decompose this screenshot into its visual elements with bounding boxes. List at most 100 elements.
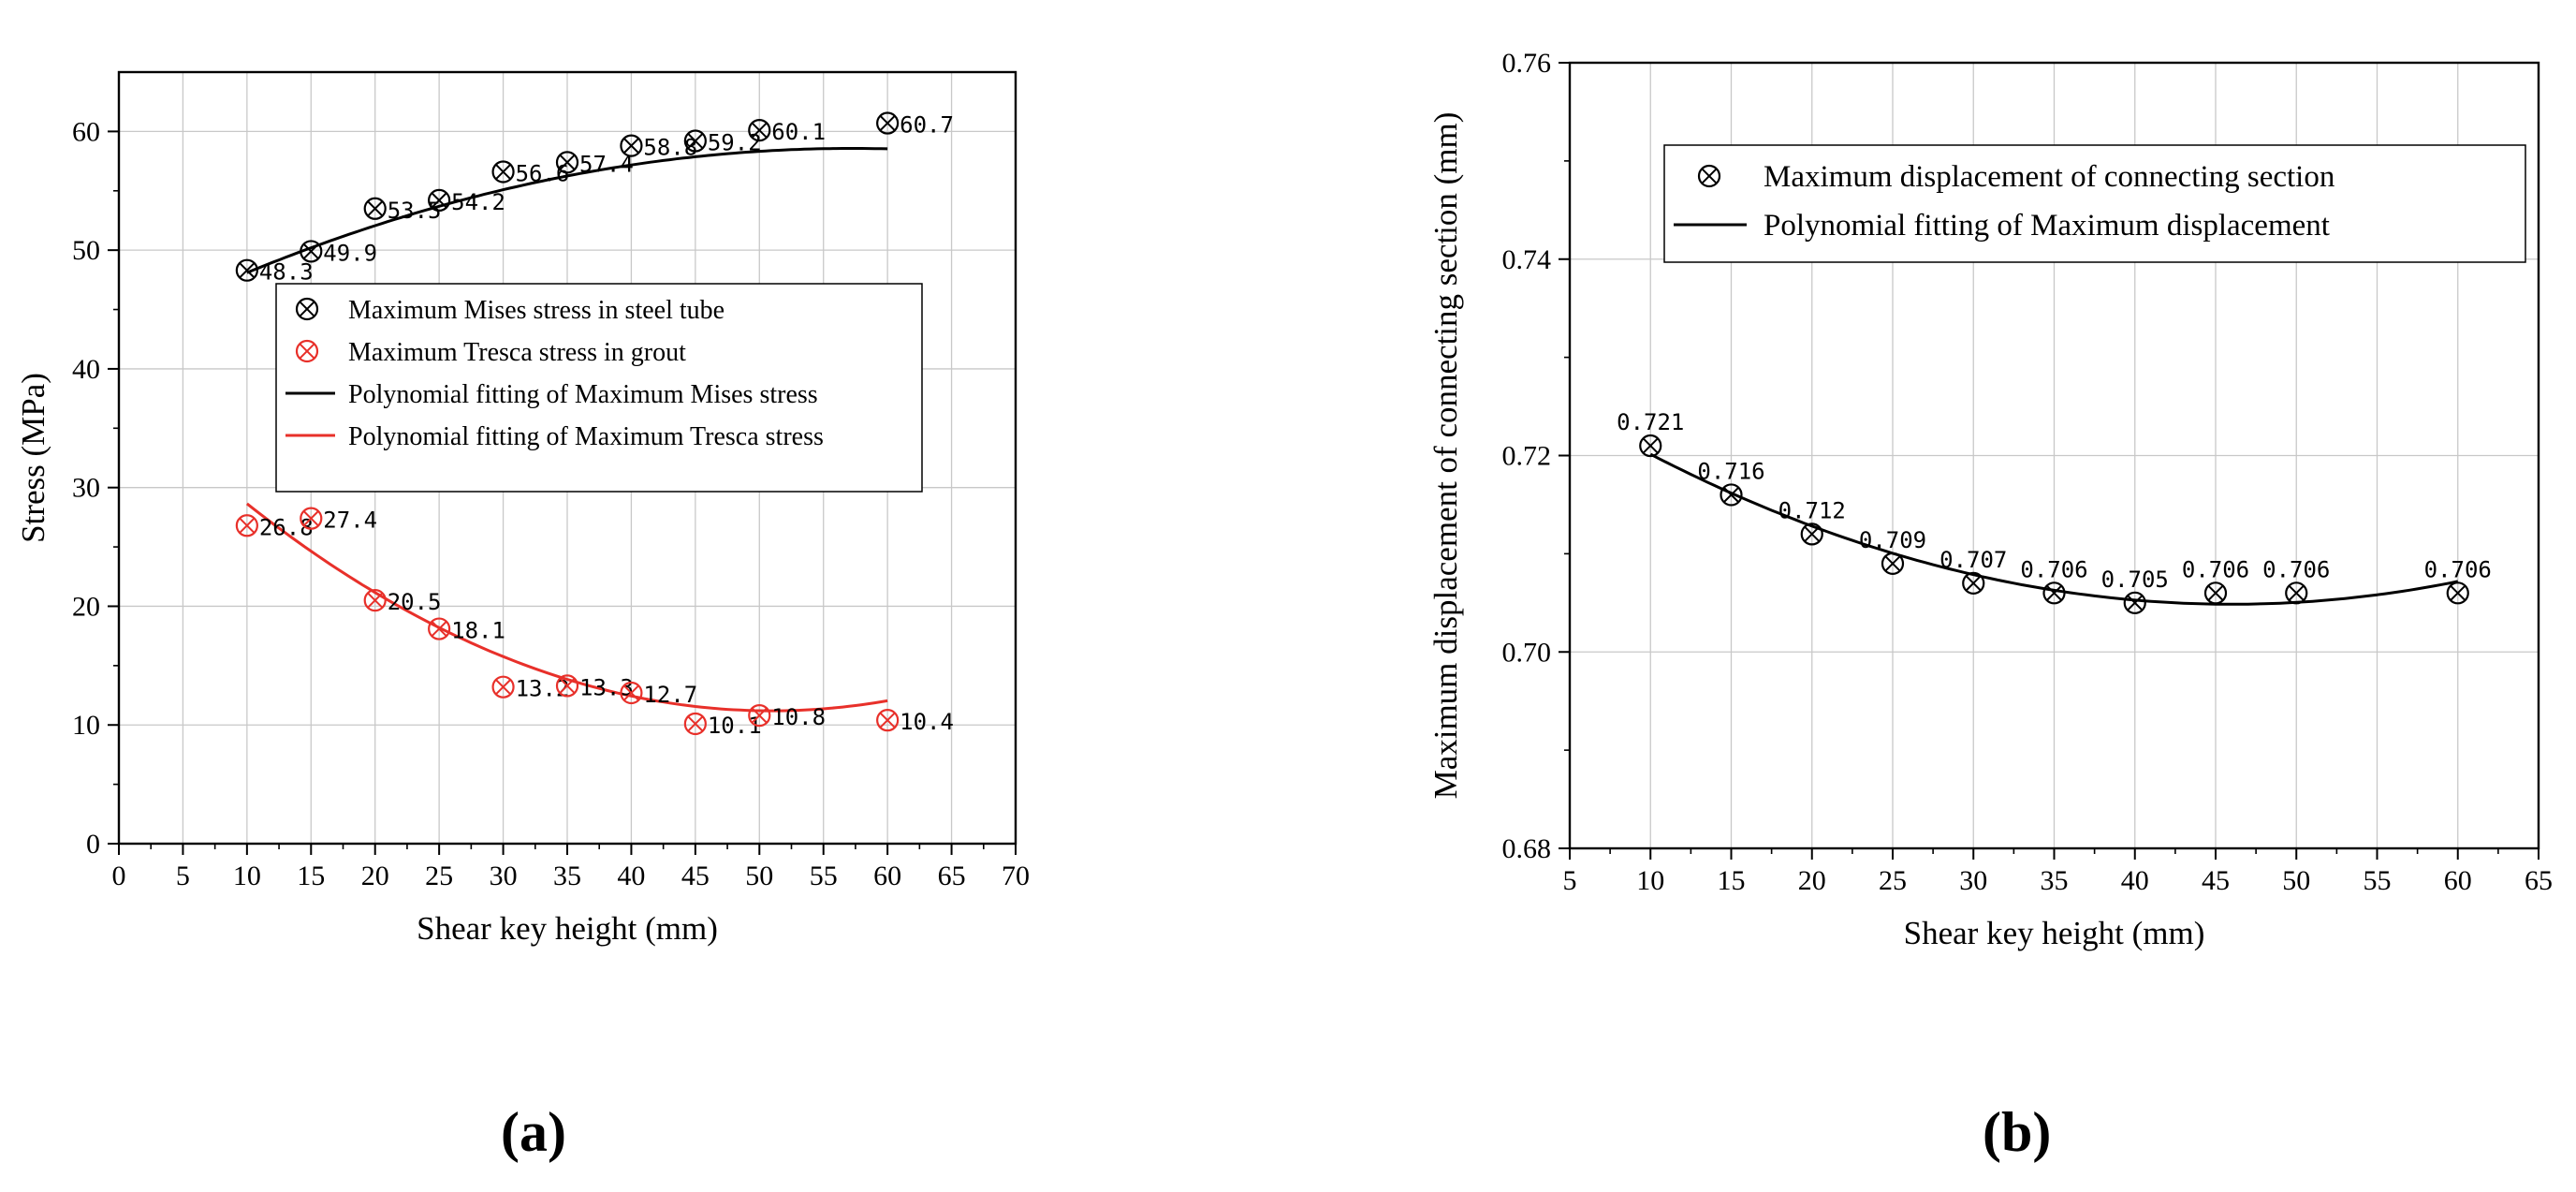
data-label: 10.8 [771,704,826,730]
data-point [300,507,323,530]
chart-a: 0 5 10 15 20 25 30 35 40 45 50 55 60 65 70 0 10 20 30 40 50 6… [15,70,1030,947]
x-tick-label: 55 [810,861,838,891]
data-point [235,258,258,282]
x-tick-label: 50 [745,861,773,891]
data-point [1881,552,1905,575]
data-point [2042,581,2066,605]
legend-marker [295,339,319,363]
y-tick-label: 0.74 [1502,244,1552,275]
x-tick-label: 60 [873,861,901,891]
data-label: 0.705 [2101,567,2169,593]
data-point [2285,581,2308,605]
y-axis-title: Maximum displacement of connecting secti… [1427,112,1464,800]
fit-curve [245,502,888,713]
y-tick-label: 0.76 [1502,48,1552,79]
data-point [1639,434,1662,458]
legend-label: Maximum Tresca stress in grout [348,338,686,367]
fit-curve [246,147,888,274]
caption-a: (a) [501,1101,566,1163]
x-tick-label: 40 [2121,865,2149,896]
data-point [363,197,387,220]
y-axis-ticks: 0 10 20 30 40 50 60 [72,116,119,860]
y-tick-label: 20 [72,591,100,622]
data-point [876,111,900,135]
legend-marker [295,297,319,321]
data-label: 0.706 [2262,556,2330,582]
data-label: 27.4 [323,508,377,534]
data-point [620,134,643,157]
legend-label: Polynomial fitting of Maximum displaceme… [1764,209,2330,243]
x-tick-label: 35 [2041,865,2069,896]
data-label: 48.3 [259,259,314,286]
x-axis-title: Shear key height (mm) [417,910,718,947]
data-label: 0.712 [1778,497,1846,523]
data-label: 53.5 [388,198,442,224]
y-tick-label: 30 [72,473,100,504]
x-tick-label: 5 [1563,865,1577,896]
data-label: 49.9 [323,240,377,266]
x-tick-label: 45 [681,861,710,891]
data-label: 0.716 [1697,458,1764,484]
data-label: 60.7 [900,112,954,139]
x-tick-label: 5 [176,861,190,891]
data-label: 60.1 [771,119,826,145]
y-axis-ticks: 0.68 0.70 0.72 0.74 0.76 [1502,48,1570,864]
data-point [876,709,900,732]
data-label: 0.706 [2182,556,2249,582]
x-tick-label: 45 [2202,865,2230,896]
x-tick-label: 65 [938,861,966,891]
x-tick-label: 40 [617,861,645,891]
data-label: 56.6 [516,160,570,186]
y-tick-label: 0 [86,829,100,860]
x-tick-label: 25 [1879,865,1907,896]
legend-box [275,283,923,493]
x-tick-label: 0 [112,861,126,891]
data-label: 0.721 [1617,409,1684,435]
data-point [683,129,707,153]
data-label: 13.3 [579,674,634,700]
y-axis-title: Stress (MPa) [15,373,51,543]
data-point [683,712,707,736]
y-tick-label: 60 [72,116,100,147]
y-tick-label: 0.68 [1502,833,1552,864]
data-point [555,674,579,698]
chart-b: 5 10 15 20 25 30 35 40 45 50 55 60 65 0.68 0.70 0.72 0.7… [1288,0,2576,1192]
series-points: 0.721 0.716 0.712 0.709 0.707 0.706 0.705 0.706… [1617,409,2492,614]
data-point [1720,483,1743,507]
legend-label: Maximum displacement of connecting secti… [1764,160,2334,194]
data-point [1800,522,1823,546]
data-label: 20.5 [388,589,442,615]
data-point [428,617,451,640]
data-label: 0.709 [1859,527,1926,553]
data-label: 0.706 [2020,556,2087,582]
x-tick-label: 20 [361,861,389,891]
x-tick-label: 55 [2364,865,2392,896]
legend-label: Polynomial fitting of Maximum Tresca str… [348,422,824,451]
y-tick-label: 0.70 [1502,637,1552,668]
x-tick-label: 50 [2282,865,2310,896]
x-tick-label: 70 [1002,861,1030,891]
data-point [620,681,643,705]
data-label: 0.706 [2424,556,2492,582]
x-tick-label: 15 [1718,865,1746,896]
series-points: 48.349.953.5 54.256.6 57.458.8 59.2 60.1 60.7 [235,111,954,286]
chart-b-plot: 5 10 15 20 25 30 35 40 45 50 55 60 65 0.68 0.70 0.72 0.7… [1427,48,2553,951]
data-label: 18.1 [451,618,505,644]
data-label: 12.7 [643,682,697,708]
data-point [363,589,387,612]
legend-box [1663,144,2526,263]
data-label: 10.4 [900,709,954,735]
legend: Maximum Mises stress in steel tube Maximu… [275,283,923,493]
data-point [2123,591,2146,614]
data-point [748,703,771,728]
y-tick-label: 10 [72,710,100,741]
data-label: 59.2 [708,130,762,156]
data-label: 54.2 [451,189,505,215]
legend-marker [1697,164,1721,188]
fit-curve [1649,452,2459,606]
data-point [2203,581,2228,605]
y-tick-label: 50 [72,235,100,266]
data-label: 10.1 [708,713,762,739]
data-point [2446,581,2469,605]
y-tick-label: 40 [72,354,100,385]
